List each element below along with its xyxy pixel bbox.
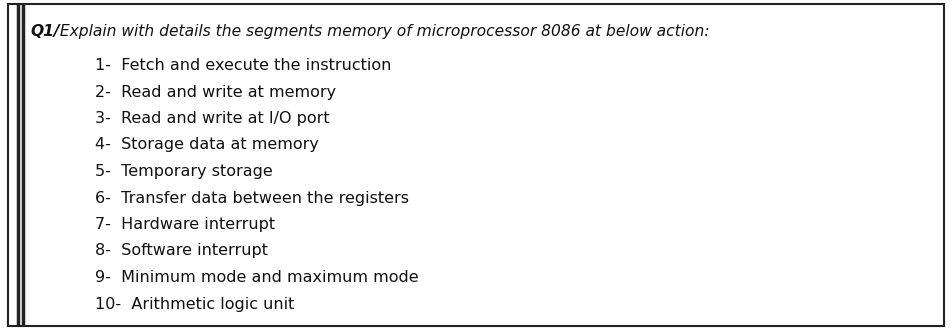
- Text: 5-  Temporary storage: 5- Temporary storage: [95, 164, 273, 179]
- Text: Q1/: Q1/: [30, 24, 59, 39]
- Text: 1-  Fetch and execute the instruction: 1- Fetch and execute the instruction: [95, 58, 391, 73]
- Text: Explain with details the segments memory of microprocessor 8086 at below action:: Explain with details the segments memory…: [55, 24, 709, 39]
- Text: 4-  Storage data at memory: 4- Storage data at memory: [95, 138, 319, 152]
- Text: 10-  Arithmetic logic unit: 10- Arithmetic logic unit: [95, 296, 294, 312]
- Text: 8-  Software interrupt: 8- Software interrupt: [95, 244, 268, 258]
- Text: 2-  Read and write at memory: 2- Read and write at memory: [95, 84, 336, 100]
- Text: 3-  Read and write at I/O port: 3- Read and write at I/O port: [95, 111, 329, 126]
- Text: 7-  Hardware interrupt: 7- Hardware interrupt: [95, 217, 275, 232]
- Text: 6-  Transfer data between the registers: 6- Transfer data between the registers: [95, 190, 409, 206]
- Text: 9-  Minimum mode and maximum mode: 9- Minimum mode and maximum mode: [95, 270, 419, 285]
